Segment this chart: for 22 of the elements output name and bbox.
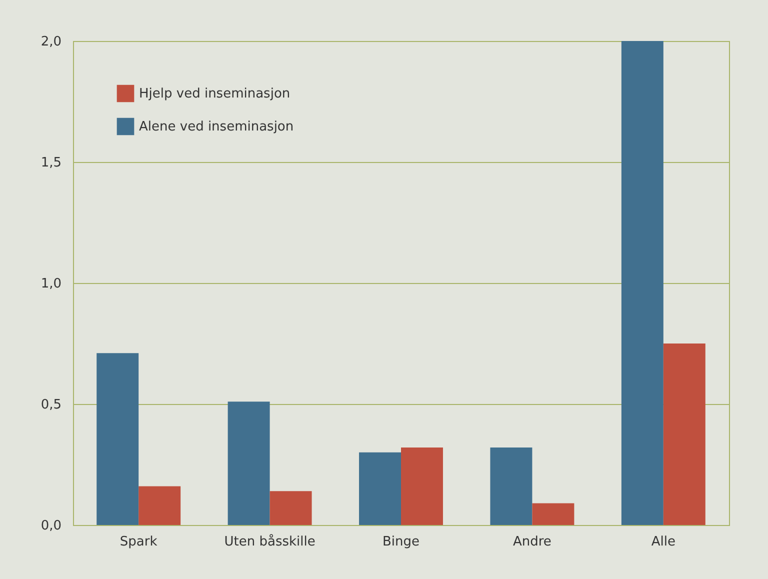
x-tick-label: Uten båsskille <box>224 534 316 550</box>
y-tick-label: 1,5 <box>40 156 62 170</box>
y-tick-label: 0,0 <box>40 518 62 534</box>
legend-label: Alene ved inseminasjon <box>139 120 294 134</box>
x-tick-label: Alle <box>651 534 676 550</box>
y-tick-label: 0,5 <box>40 398 62 412</box>
x-tick-label: Binge <box>382 534 420 550</box>
bar <box>228 402 270 525</box>
y-tick-label: 2,0 <box>40 34 62 50</box>
bar <box>270 491 312 525</box>
bar <box>490 448 532 525</box>
bar <box>138 486 181 525</box>
bar <box>663 344 706 525</box>
y-tick-label: 1,0 <box>40 276 62 292</box>
bar <box>401 448 443 525</box>
bar <box>621 41 664 525</box>
x-tick-label: Spark <box>120 534 158 550</box>
bar <box>532 503 574 525</box>
legend-label: Hjelp ved inseminasjon <box>139 86 290 102</box>
bar <box>96 353 139 525</box>
x-tick-label: Andre <box>512 534 552 550</box>
bar <box>359 452 401 525</box>
